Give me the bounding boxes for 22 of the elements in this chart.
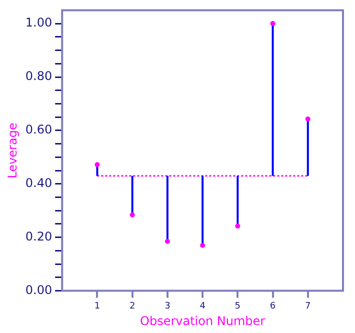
point xyxy=(200,242,206,248)
x-tick-label: 1 xyxy=(94,302,100,312)
y-tick-label: 0.00 xyxy=(25,282,52,297)
x-tick-label: 3 xyxy=(164,302,170,312)
y-tick-label: 0.20 xyxy=(25,229,52,244)
y-tick-label: 1.00 xyxy=(25,16,52,30)
x-axis-title: Observation Number xyxy=(140,314,266,328)
point xyxy=(270,21,276,26)
x-tick-label: 2 xyxy=(129,302,136,312)
point xyxy=(94,162,100,168)
y-tick-label: 0.80 xyxy=(25,69,52,84)
y-axis-title: Leverage xyxy=(5,122,20,178)
point xyxy=(235,224,240,229)
y-tick-label: 0.60 xyxy=(25,122,52,137)
x-tick-label: 7 xyxy=(305,302,311,312)
x-tick-label: 5 xyxy=(234,302,241,312)
y-tick-label: 0.40 xyxy=(25,176,52,190)
point xyxy=(130,212,135,218)
point xyxy=(164,238,170,244)
x-tick-label: 4 xyxy=(200,302,206,312)
point xyxy=(305,116,310,122)
x-tick-label: 6 xyxy=(270,302,276,312)
